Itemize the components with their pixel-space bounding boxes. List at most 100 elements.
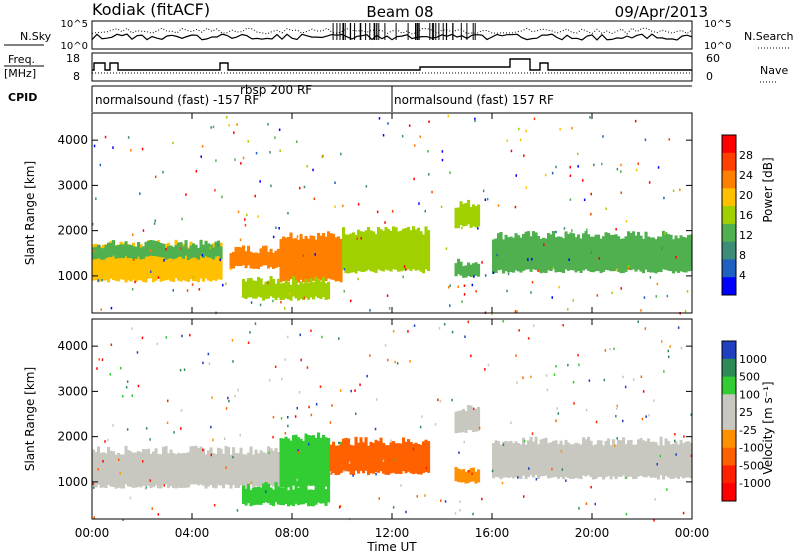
scatter-pixel	[604, 349, 607, 352]
scatter-pixel	[471, 283, 474, 287]
heatmap-cell	[129, 246, 133, 282]
heatmap-cell	[167, 242, 171, 280]
heatmap-cell	[402, 228, 406, 271]
heatmap-cell	[572, 444, 576, 479]
heatmap-cell	[517, 443, 521, 479]
heatmap-cell	[414, 229, 418, 271]
heatmap-cell	[274, 283, 278, 301]
scatter-pixel	[310, 329, 312, 332]
heatmap-cell	[167, 245, 171, 259]
heatmap-cell	[502, 441, 506, 478]
heatmap-cell	[514, 441, 518, 478]
velocity-ylabel: Slant Range [km]	[23, 367, 37, 471]
heatmap-cell	[252, 280, 256, 299]
heatmap-cell	[472, 204, 476, 227]
heatmap-cell	[149, 240, 153, 279]
heatmap-cell	[514, 233, 518, 271]
heatmap-cell	[102, 452, 106, 488]
heatmap-cell	[454, 207, 458, 229]
scatter-pixel	[272, 299, 274, 303]
scatter-pixel	[632, 378, 635, 381]
heatmap-cell	[412, 226, 416, 270]
heatmap-cell	[457, 258, 461, 275]
scatter-pixel	[106, 244, 109, 247]
heatmap-cell	[472, 263, 476, 277]
heatmap-cell	[537, 236, 541, 272]
heatmap-cell	[322, 434, 326, 486]
heatmap-cell	[419, 231, 423, 272]
station-title: Kodiak (fitACF)	[92, 0, 210, 19]
scatter-pixel	[405, 510, 407, 514]
heatmap-cell	[409, 230, 413, 272]
heatmap-cell	[317, 279, 321, 298]
heatmap-cell	[364, 437, 368, 471]
scatter-pixel	[635, 168, 638, 172]
heatmap-cell	[217, 241, 221, 280]
heatmap-cell	[614, 234, 618, 271]
heatmap-cell	[119, 241, 123, 280]
scatter-pixel	[112, 424, 114, 427]
scatter-pixel	[259, 303, 262, 307]
scatter-pixel	[407, 330, 409, 333]
scatter-pixel	[666, 488, 668, 491]
heatmap-cell	[294, 484, 298, 504]
scatter-pixel	[153, 222, 156, 225]
heatmap-cell	[454, 467, 458, 482]
heatmap-cell	[492, 239, 496, 274]
scatter-pixel	[414, 144, 416, 147]
heatmap-cell	[672, 443, 676, 479]
colorbar-segment	[722, 223, 736, 243]
heatmap-cell	[344, 437, 348, 472]
heatmap-cell	[289, 487, 293, 506]
power-panel-frame	[91, 112, 693, 314]
scatter-pixel	[280, 300, 282, 304]
heatmap-cell	[632, 231, 636, 270]
heatmap-cell	[262, 452, 266, 488]
velocity-colorbar-label: Velocity [m s⁻¹]	[761, 381, 775, 474]
heatmap-cell	[597, 440, 601, 477]
scatter-pixel	[376, 210, 379, 214]
heatmap-cell	[144, 241, 148, 257]
scatter-pixel	[387, 264, 390, 268]
scatter-pixel	[551, 467, 553, 471]
scatter-pixel	[682, 511, 685, 515]
heatmap-cell	[649, 237, 653, 273]
scatter-pixel	[126, 380, 129, 383]
heatmap-cell	[124, 445, 128, 485]
scatter-pixel	[198, 288, 201, 291]
heatmap-cell	[574, 442, 578, 479]
heatmap-cell	[177, 244, 181, 281]
scatter-pixel	[388, 307, 391, 310]
scatter-pixel	[348, 461, 351, 464]
heatmap-cell	[549, 442, 553, 478]
scatter-pixel	[457, 285, 459, 288]
heatmap-cell	[469, 405, 473, 431]
heatmap-cell	[417, 227, 421, 270]
scatter-pixel	[125, 386, 128, 389]
heatmap-cell	[207, 450, 211, 487]
heatmap-cell	[612, 439, 616, 477]
heatmap-cell	[112, 451, 116, 487]
heatmap-cell	[287, 490, 291, 507]
nave-right-tick-top: 60	[706, 52, 720, 65]
heatmap-cell	[264, 281, 268, 300]
heatmap-cell	[537, 444, 541, 479]
colorbar-tick-label: 12	[739, 229, 753, 242]
scatter-pixel	[402, 275, 404, 279]
heatmap-cell	[567, 442, 571, 479]
heatmap-cell	[189, 245, 193, 259]
heatmap-cell	[139, 452, 143, 488]
scatter-pixel	[416, 495, 418, 498]
scatter-pixel	[294, 415, 297, 418]
heatmap-cell	[427, 230, 431, 272]
scatter-pixel	[343, 268, 346, 271]
scatter-pixel	[280, 377, 283, 381]
scatter-pixel	[556, 407, 558, 410]
scatter-pixel	[189, 333, 191, 337]
heatmap-cell	[277, 452, 281, 488]
scatter-pixel	[137, 384, 140, 388]
scatter-pixel	[654, 498, 656, 501]
colorbar-tick-label: 1000	[739, 353, 767, 366]
heatmap-cell	[302, 283, 306, 300]
heatmap-cell	[282, 487, 286, 506]
